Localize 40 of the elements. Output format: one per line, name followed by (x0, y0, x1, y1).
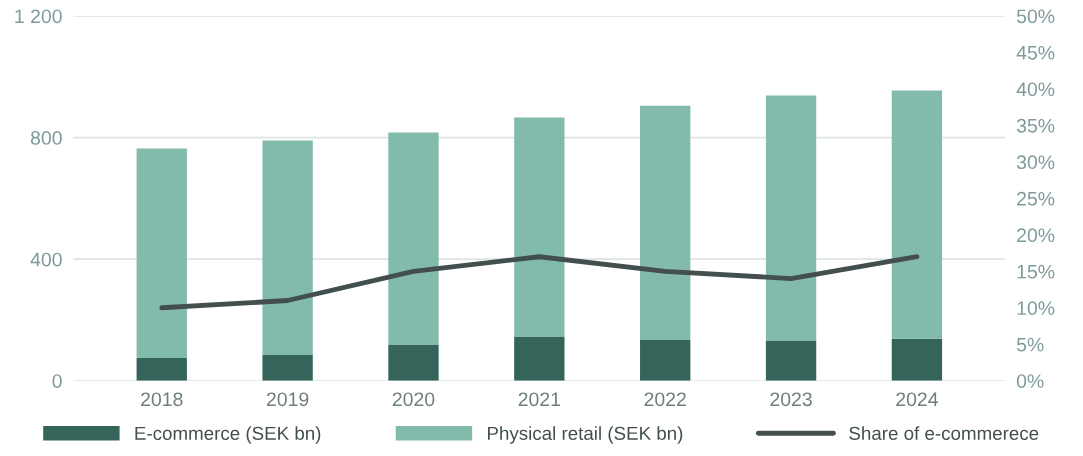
legend-label: E-commerce (SEK bn) (135, 426, 321, 444)
y-tick-label: 0 (52, 374, 62, 388)
bar (891, 90, 943, 339)
legend-label: Share of e-commerece (849, 426, 1039, 440)
bar (388, 344, 439, 381)
bar (514, 117, 565, 337)
x-tick-label: 2019 (266, 392, 309, 407)
bar (514, 336, 565, 381)
bar (262, 140, 313, 355)
bar (388, 132, 439, 345)
y2-tick-label: 40% (1016, 82, 1055, 97)
x-tick-label: 2023 (770, 392, 812, 407)
y2-tick-label: 35% (1016, 118, 1055, 133)
y2-tick-label: 0% (1016, 374, 1044, 388)
y2-tick-label: 45% (1016, 45, 1055, 60)
legend-label: Physical retail (SEK bn) (487, 426, 683, 444)
y-tick-label: 800 (30, 131, 62, 145)
bar (262, 354, 313, 381)
y-tick-label: 400 (30, 252, 62, 267)
y2-tick-label: 5% (1016, 337, 1044, 352)
y2-tick-label: 50% (1016, 9, 1055, 24)
bar (765, 95, 817, 341)
x-tick-label: 2021 (518, 392, 561, 407)
y2-tick-label: 25% (1017, 191, 1055, 206)
y2-tick-label: 10% (1017, 301, 1055, 316)
bar (640, 105, 691, 341)
line-series (159, 254, 920, 311)
x-tick-label: 2020 (392, 392, 435, 407)
bar (136, 357, 187, 381)
x-tick-label: 2022 (644, 392, 686, 407)
x-tick-label: 2018 (141, 392, 183, 407)
bar (136, 148, 187, 358)
bar (891, 338, 943, 381)
y2-tick-label: 30% (1016, 155, 1055, 170)
y-tick-label: 1 200 (15, 9, 62, 24)
y2-tick-label: 15% (1017, 264, 1055, 279)
x-tick-label: 2024 (896, 392, 938, 407)
bar (640, 340, 691, 381)
y2-tick-label: 20% (1017, 228, 1055, 243)
bar (765, 340, 817, 381)
